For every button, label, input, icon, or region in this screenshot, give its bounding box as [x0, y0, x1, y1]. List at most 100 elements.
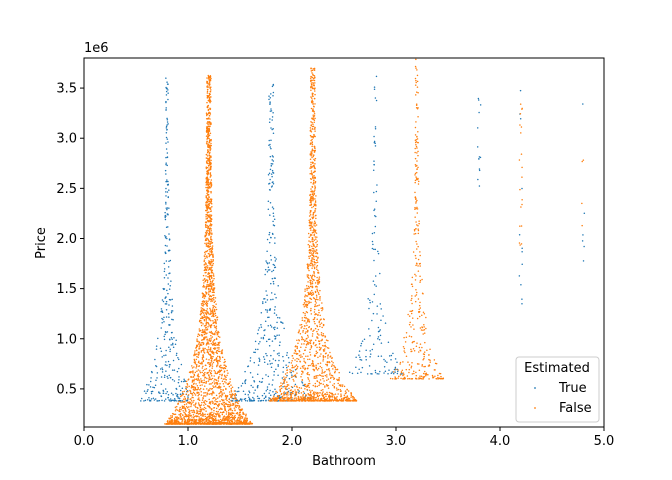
- swarm-point-false: [316, 243, 319, 246]
- swarm-point-false: [317, 283, 319, 285]
- swarm-point-false: [310, 172, 313, 175]
- swarm-point-false: [305, 394, 308, 396]
- swarm-point-false: [212, 289, 214, 291]
- swarm-point-false: [313, 84, 315, 86]
- swarm-point-false: [185, 403, 188, 405]
- swarm-point-true: [290, 371, 292, 374]
- swarm-point-false: [208, 85, 210, 87]
- swarm-point-false: [309, 391, 312, 393]
- swarm-point-false: [311, 237, 314, 240]
- swarm-point-true: [258, 357, 260, 359]
- swarm-point-false: [316, 324, 318, 327]
- swarm-point-true: [391, 371, 394, 373]
- swarm-point-false: [333, 378, 335, 380]
- swarm-point-true: [374, 248, 377, 251]
- swarm-point-false: [210, 361, 212, 364]
- swarm-point-false: [192, 396, 194, 399]
- swarm-point-false: [225, 398, 227, 400]
- swarm-point-true: [383, 366, 386, 368]
- swarm-point-false: [215, 359, 217, 361]
- swarm-point-true: [270, 292, 273, 294]
- swarm-point-false: [219, 373, 221, 376]
- swarm-point-false: [307, 266, 309, 268]
- swarm-point-false: [204, 257, 206, 259]
- swarm-point-false: [236, 421, 239, 424]
- swarm-point-false: [208, 252, 210, 255]
- swarm-point-true: [270, 186, 273, 188]
- swarm-point-false: [318, 321, 320, 324]
- swarm-point-false: [314, 246, 317, 248]
- swarm-point-false: [327, 357, 329, 359]
- swarm-point-true: [272, 160, 275, 162]
- swarm-point-false: [206, 122, 208, 124]
- swarm-point-false: [322, 375, 324, 378]
- swarm-point-false: [236, 404, 238, 407]
- swarm-point-false: [313, 151, 316, 153]
- swarm-point-true: [144, 399, 147, 402]
- swarm-point-true: [272, 111, 274, 114]
- swarm-point-true: [265, 374, 267, 376]
- swarm-point-false: [313, 121, 315, 124]
- swarm-point-false: [298, 350, 301, 353]
- swarm-point-false: [313, 274, 315, 276]
- swarm-point-true: [271, 85, 274, 88]
- swarm-point-false: [210, 359, 213, 362]
- swarm-point-false: [313, 183, 315, 185]
- swarm-point-true: [274, 388, 276, 390]
- swarm-point-false: [209, 325, 212, 327]
- swarm-point-false: [204, 271, 206, 274]
- swarm-point-true: [373, 283, 376, 286]
- swarm-point-false: [313, 158, 315, 161]
- swarm-point-false: [202, 374, 204, 377]
- swarm-point-false: [301, 337, 304, 339]
- swarm-point-false: [198, 334, 201, 337]
- swarm-point-true: [521, 303, 523, 305]
- swarm-point-false: [336, 378, 338, 381]
- swarm-point-false: [205, 234, 208, 236]
- swarm-point-false: [175, 419, 177, 421]
- swarm-point-true: [175, 339, 177, 341]
- swarm-point-true: [240, 400, 243, 402]
- swarm-point-false: [207, 380, 210, 382]
- swarm-point-false: [209, 295, 211, 298]
- swarm-point-true: [248, 396, 250, 399]
- swarm-point-false: [310, 163, 312, 166]
- swarm-point-false: [312, 67, 314, 70]
- swarm-point-true: [378, 338, 381, 341]
- swarm-point-true: [380, 355, 383, 357]
- swarm-point-false: [319, 392, 321, 394]
- swarm-point-false: [308, 257, 311, 259]
- swarm-point-false: [304, 294, 307, 296]
- swarm-point-false: [210, 139, 212, 142]
- swarm-point-false: [315, 400, 318, 402]
- swarm-point-false: [204, 269, 206, 271]
- swarm-point-false: [171, 422, 174, 424]
- swarm-point-false: [209, 91, 212, 93]
- swarm-point-true: [175, 400, 177, 402]
- swarm-point-false: [208, 378, 210, 380]
- swarm-point-true: [367, 297, 369, 300]
- swarm-point-false: [303, 357, 305, 360]
- swarm-point-false: [315, 294, 318, 296]
- swarm-point-false: [320, 382, 322, 385]
- swarm-point-false: [312, 211, 315, 214]
- swarm-point-false: [201, 401, 203, 404]
- swarm-point-false: [309, 134, 312, 137]
- swarm-point-false: [235, 412, 238, 415]
- swarm-point-false: [175, 405, 178, 408]
- swarm-point-true: [278, 344, 281, 347]
- swarm-point-true: [171, 310, 174, 312]
- swarm-point-false: [346, 399, 348, 402]
- swarm-point-true: [375, 200, 377, 202]
- swarm-point-false: [311, 282, 314, 285]
- swarm-point-false: [309, 339, 311, 342]
- swarm-point-false: [310, 136, 313, 138]
- swarm-point-false: [306, 285, 308, 287]
- swarm-point-false: [208, 78, 211, 80]
- swarm-point-false: [281, 400, 284, 402]
- swarm-point-true: [165, 90, 168, 93]
- swarm-point-false: [314, 82, 316, 84]
- swarm-point-false: [209, 161, 211, 163]
- swarm-point-false: [211, 315, 213, 318]
- swarm-point-true: [180, 363, 183, 366]
